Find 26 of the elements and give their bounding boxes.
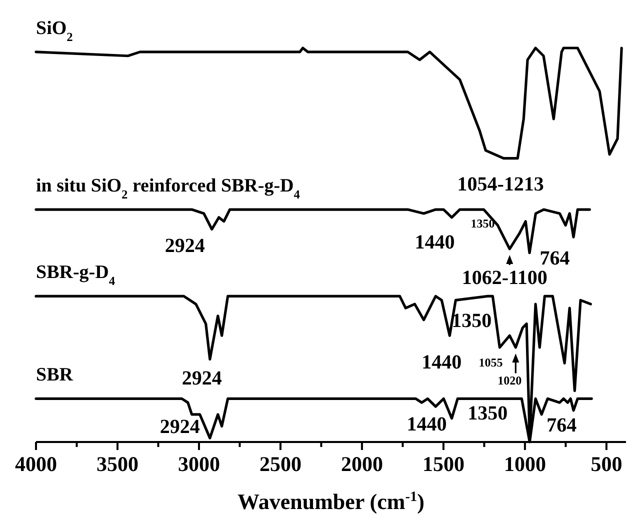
series-label: SiO$_{2}$ [36,18,73,44]
annotation: 1350 [468,402,508,425]
x-tick-label: 2000 [340,452,383,476]
x-tick-label: 3500 [96,452,138,476]
annotation: 2924 [182,367,222,390]
annotation: 1350 [452,310,492,332]
annotation: 764 [546,414,577,436]
series-label: SBR-g-D$_{4}$ [36,262,116,288]
x-tick-label: 500 [590,452,622,476]
x-tick-label: 2500 [259,452,302,476]
annotation: 1350 [470,216,495,231]
x-tick-label: 1000 [504,452,546,476]
annotation: 1440 [414,231,455,254]
series-label: in situ SiO$_{2}$ reinforced SBR-g-D$_{4}$ [36,176,300,202]
annotation: 1440 [422,352,462,374]
x-axis-title: Wavenumber (cm$^{-1}$) [238,489,424,514]
x-tick-label: 4000 [15,452,57,476]
annotation: 2924 [160,416,200,438]
annotation: 1055 [478,356,503,370]
annotation: 1440 [406,413,447,436]
annotation: 1020 [498,374,522,388]
annotation: 1054-1213 [457,173,544,196]
x-tick-label: 3000 [178,452,220,476]
x-tick-label: 1500 [422,452,464,476]
annotation: 2924 [164,235,205,258]
series-label: SBR [36,364,74,386]
